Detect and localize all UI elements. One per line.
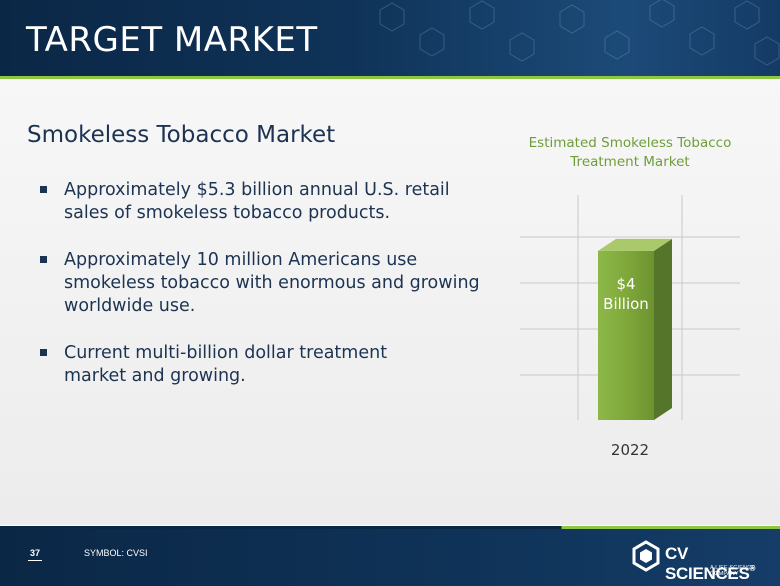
ticker-symbol: SYMBOL: CVSI [84,548,148,558]
footer-accent-line [0,526,780,529]
bar-2022 [598,250,654,420]
bar-top-face [598,238,672,251]
bar-side-face [654,238,672,420]
header-accent-line [0,76,780,79]
bullet-item: Approximately $5.3 billion annual U.S. r… [40,179,480,225]
bar-chart: $4 Billion [520,195,740,420]
square-bullet-icon [40,349,47,356]
logo-wordmark: CV SCIENCES® [665,544,756,583]
x-tick-label: 2022 [610,441,650,459]
cv-sciences-logo-icon [632,540,660,572]
bullet-text: Approximately $5.3 billion annual U.S. r… [64,180,450,223]
bullet-list: Approximately $5.3 billion annual U.S. r… [40,179,480,412]
logo-tagline: A LIFE SCIENCE COMPANY [710,565,756,577]
slide-header: TARGET MARKET [0,0,780,76]
hexagon-pattern [379,0,780,66]
square-bullet-icon [40,186,47,193]
bar-data-label: $4 [616,275,635,293]
bar-data-label: Billion [603,295,649,313]
bullet-item: Approximately 10 million Americans use s… [40,249,480,318]
bullet-item: Current multi-billion dollar treatment m… [40,342,394,388]
page-number: 37 [27,548,43,561]
chart-title: Estimated Smokeless Tobacco Treatment Ma… [528,135,732,170]
bullet-text: Current multi-billion dollar treatment m… [64,343,388,386]
square-bullet-icon [40,256,47,263]
section-subtitle: Smokeless Tobacco Market [27,122,336,148]
slide-title: TARGET MARKET [26,20,318,60]
bullet-text: Approximately 10 million Americans use s… [64,250,480,316]
